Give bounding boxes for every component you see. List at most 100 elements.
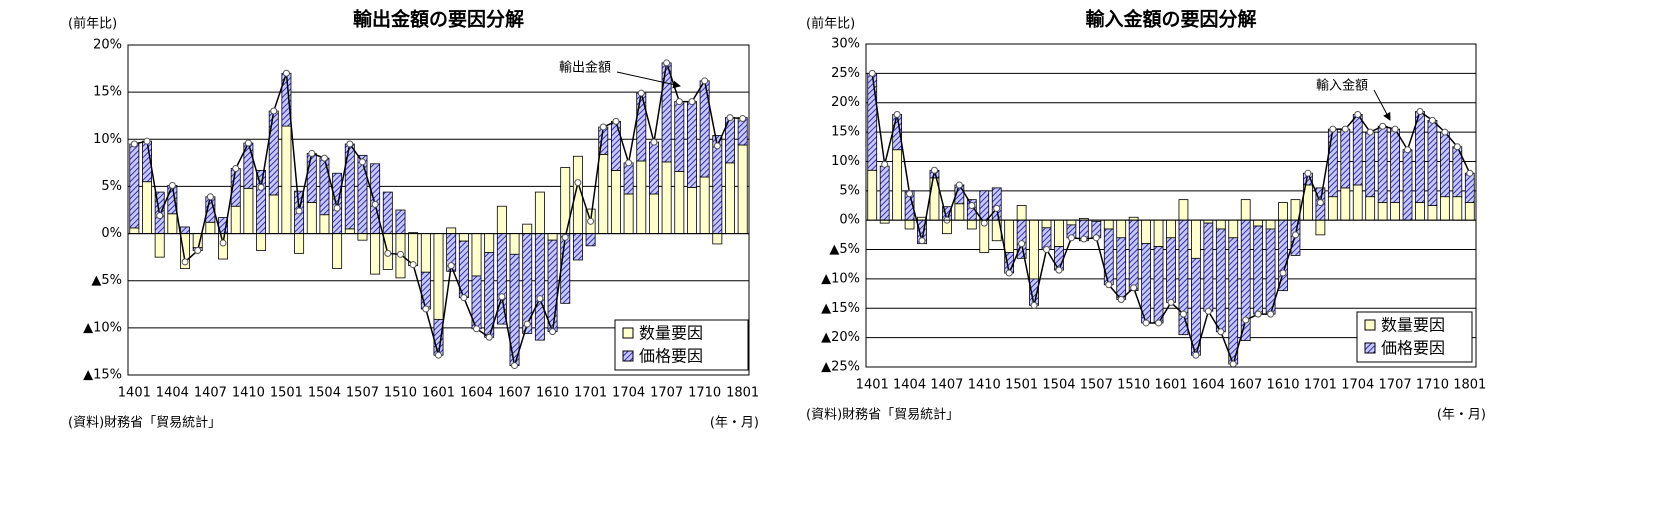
bar <box>154 233 165 258</box>
bar <box>636 160 647 234</box>
bar <box>598 153 609 234</box>
bar <box>1402 149 1413 221</box>
bar <box>357 154 368 234</box>
y-tick-label: 10% <box>93 132 122 147</box>
bar <box>1253 219 1264 227</box>
line-point <box>447 262 455 270</box>
line-point <box>232 165 240 173</box>
bar <box>230 205 241 234</box>
bar <box>623 193 634 234</box>
bar <box>1439 131 1450 198</box>
bar <box>674 101 685 172</box>
bar <box>357 233 368 241</box>
y-tick-label: ▲5% <box>829 242 860 257</box>
line-point <box>1179 310 1187 318</box>
line-point <box>650 138 658 146</box>
line-point <box>1441 128 1449 136</box>
line-point <box>1167 298 1175 306</box>
bar <box>737 144 748 234</box>
x-tick-label: 1407 <box>930 378 963 393</box>
bar <box>1066 219 1077 226</box>
bar <box>991 187 1002 221</box>
line-point <box>320 154 328 162</box>
bar <box>1340 187 1351 221</box>
bar <box>433 233 444 320</box>
line-point <box>396 250 404 258</box>
bar <box>1116 237 1127 300</box>
bar <box>1377 202 1388 221</box>
bar <box>1054 246 1064 271</box>
y-tick-label: ▲5% <box>91 273 122 288</box>
x-tick-label: 1701 <box>574 386 607 401</box>
line-point <box>1142 319 1150 327</box>
x-tick-label: 1604 <box>460 386 493 401</box>
y-tick-label: ▲10% <box>83 320 122 335</box>
bar <box>1464 202 1475 221</box>
line-point <box>1428 116 1436 124</box>
line-point <box>701 77 709 85</box>
bar <box>1253 225 1264 315</box>
legend-swatch <box>1364 319 1376 331</box>
line-point <box>1018 240 1026 248</box>
line-point <box>1404 146 1412 154</box>
bar <box>129 227 140 234</box>
line-point <box>1192 351 1200 359</box>
line-point <box>1117 295 1125 303</box>
x-tick-label: 1507 <box>346 386 379 401</box>
line-point <box>523 320 531 328</box>
bar <box>661 62 672 163</box>
bar <box>1452 196 1463 221</box>
bar <box>294 233 305 254</box>
y-tick-label: ▲15% <box>821 301 860 316</box>
bar <box>712 233 723 245</box>
line-point <box>1030 301 1038 309</box>
bar <box>370 163 381 234</box>
bar <box>1215 228 1226 333</box>
bar <box>256 233 267 251</box>
bar <box>496 205 507 234</box>
bar <box>1415 111 1425 203</box>
line-point <box>282 69 290 77</box>
line-point <box>893 110 901 118</box>
x-tick-label: 1404 <box>893 378 926 393</box>
y-axis-label: (前年比) <box>806 16 855 32</box>
y-tick-label: 10% <box>831 154 860 169</box>
line-point <box>612 117 620 125</box>
bar <box>370 233 381 275</box>
x-tick-label: 1710 <box>688 386 721 401</box>
line-point <box>1366 128 1374 136</box>
y-axis-label: (前年比) <box>68 16 117 32</box>
bar <box>382 191 393 234</box>
bar <box>1153 219 1164 248</box>
x-tick-label: 1707 <box>650 386 683 401</box>
line-point <box>435 351 442 359</box>
bar <box>954 203 965 221</box>
line-annotation: 輸入金額 <box>1316 78 1368 94</box>
line-point <box>930 166 938 174</box>
bar <box>1166 237 1176 303</box>
x-tick-label: 1601 <box>422 386 455 401</box>
bar <box>1278 219 1288 292</box>
bar <box>1327 196 1338 221</box>
bar <box>1427 119 1438 206</box>
line-point <box>181 258 189 266</box>
bar <box>867 72 878 171</box>
x-tick-label: 1801 <box>726 386 759 401</box>
bar <box>180 226 190 234</box>
line-point <box>1466 169 1474 177</box>
bar <box>1265 219 1276 230</box>
bar <box>585 233 596 247</box>
bar <box>1141 219 1151 245</box>
line-point <box>726 114 734 122</box>
x-unit: (年・月) <box>1437 408 1486 423</box>
line-point <box>1416 108 1424 116</box>
legend-swatch <box>622 327 634 339</box>
legend-box <box>1356 311 1473 363</box>
line-point <box>955 181 963 189</box>
line-point <box>156 212 164 220</box>
bar <box>256 169 267 234</box>
bar <box>648 193 659 234</box>
line-point <box>637 89 645 97</box>
x-tick-label: 1504 <box>1042 378 1075 393</box>
line-point <box>333 204 341 212</box>
